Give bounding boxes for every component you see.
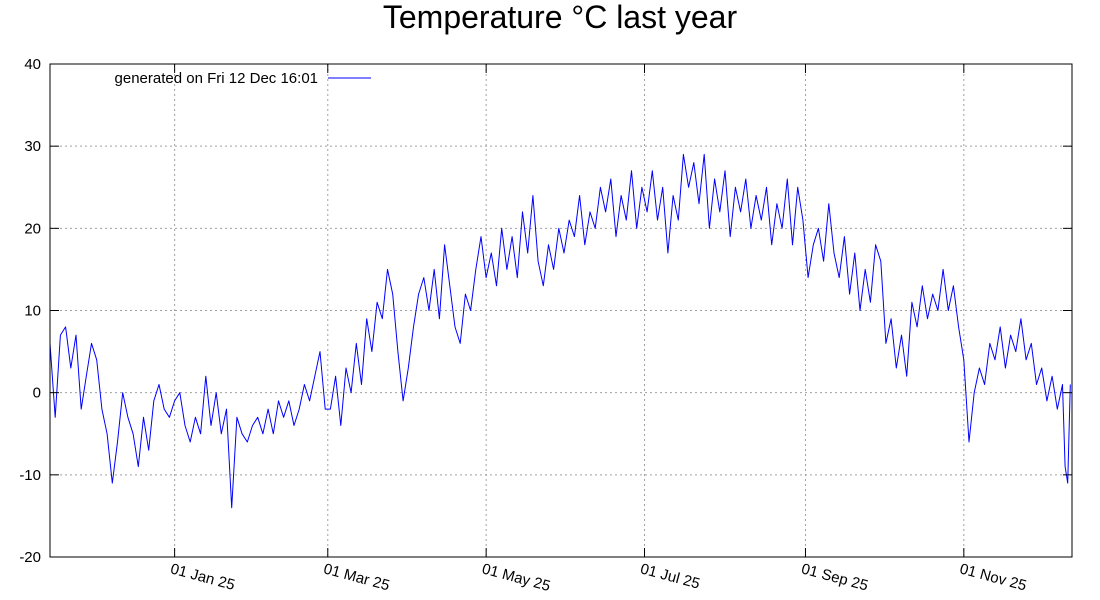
y-tick-labels: -20 -10 0 10 20 30 40 <box>19 56 41 566</box>
y-tick-label: -20 <box>19 549 41 566</box>
x-tick-label: 01 Jan 25 <box>169 560 237 593</box>
legend: generated on Fri 12 Dec 16:01 <box>115 70 371 87</box>
y-tick-label: 30 <box>24 138 41 155</box>
grid-lines <box>50 64 1072 557</box>
legend-label: generated on Fri 12 Dec 16:01 <box>115 70 318 87</box>
tick-marks <box>50 63 1072 558</box>
y-tick-label: 40 <box>24 56 41 73</box>
x-tick-label: 01 Mar 25 <box>322 560 392 594</box>
x-tick-labels: 01 Jan 25 01 Mar 25 01 May 25 01 Jul 25 01 S… <box>169 560 1029 595</box>
x-tick-label: 01 May 25 <box>480 560 552 595</box>
x-tick-label: 01 Sep 25 <box>799 560 869 594</box>
y-tick-label: -10 <box>19 467 41 484</box>
chart-title: Temperature °C last year <box>382 0 738 35</box>
x-tick-label: 01 Jul 25 <box>638 560 701 592</box>
y-tick-label: 0 <box>33 385 41 402</box>
series-line <box>49 153 1071 509</box>
y-tick-label: 10 <box>24 303 41 320</box>
x-tick-label: 01 Nov 25 <box>958 560 1028 594</box>
y-tick-label: 20 <box>24 220 41 237</box>
series-group <box>49 153 1071 509</box>
